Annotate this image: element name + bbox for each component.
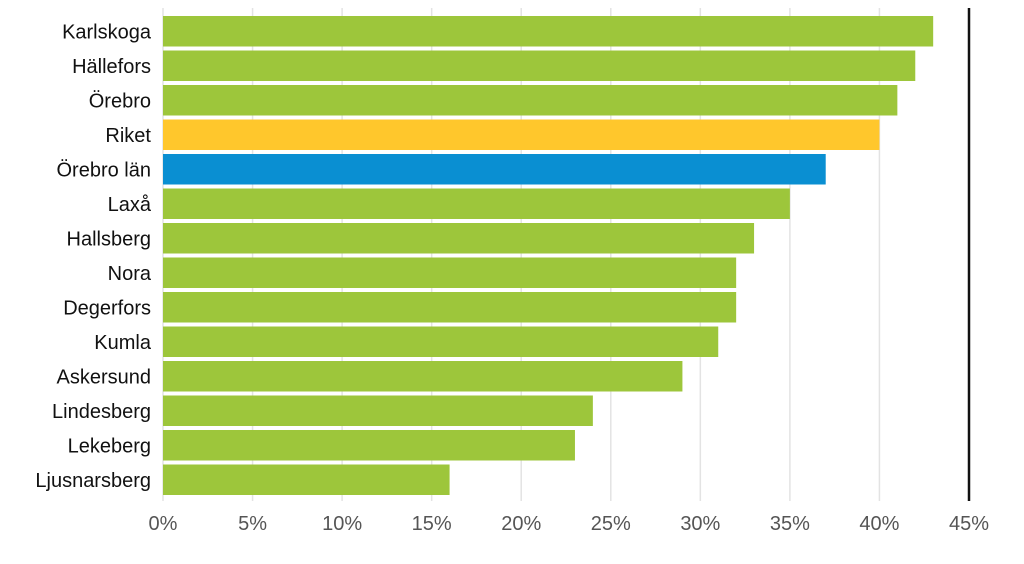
category-label-hallefors: Hällefors [72,56,151,78]
category-label-hallsberg: Hallsberg [67,228,151,250]
category-label-orebro: Örebro [89,90,151,112]
category-label-laxa: Laxå [108,194,152,216]
category-label-karlskoga: Karlskoga [62,21,152,43]
x-tick-label-15: 15% [412,513,452,535]
x-tick-label-40: 40% [859,513,899,535]
gridlines [162,8,881,501]
bar-kumla [163,326,719,357]
category-label-orebro-lan: Örebro län [57,159,152,181]
bar-degerfors [163,292,737,323]
bar-riket [163,119,880,150]
x-tick-label-30: 30% [680,513,720,535]
x-tick-label-5: 5% [238,513,267,535]
x-tick-label-25: 25% [591,513,631,535]
bar-orebro [163,85,898,116]
x-tick-label-10: 10% [322,513,362,535]
x-tick-label-35: 35% [770,513,810,535]
bar-nora [163,257,737,288]
bars [163,16,934,495]
category-label-lekeberg: Lekeberg [68,435,151,457]
category-label-askersund: Askersund [57,366,152,388]
bar-orebro-lan [163,154,826,185]
bar-lindesberg [163,395,593,426]
x-tick-label-20: 20% [501,513,541,535]
bar-hallefors [163,50,916,81]
category-label-nora: Nora [108,263,152,285]
category-label-degerfors: Degerfors [63,297,151,319]
bar-karlskoga [163,16,934,47]
category-labels: Karlskoga Hällefors Örebro Riket Örebro län L… [35,21,152,492]
category-label-riket: Riket [105,125,151,147]
bar-askersund [163,361,683,392]
category-label-ljusnarsberg: Ljusnarsberg [35,470,151,492]
bar-ljusnarsberg [163,464,450,495]
category-label-lindesberg: Lindesberg [52,401,151,423]
x-tick-label-0: 0% [149,513,178,535]
category-label-kumla: Kumla [94,332,152,354]
bar-hallsberg [163,223,755,254]
bar-lekeberg [163,430,575,461]
x-tick-label-45: 45% [949,513,989,535]
x-axis-tick-labels: 0% 5% 10% 15% 20% 25% 30% 35% 40% 45% [149,513,990,535]
bar-laxa [163,188,790,219]
